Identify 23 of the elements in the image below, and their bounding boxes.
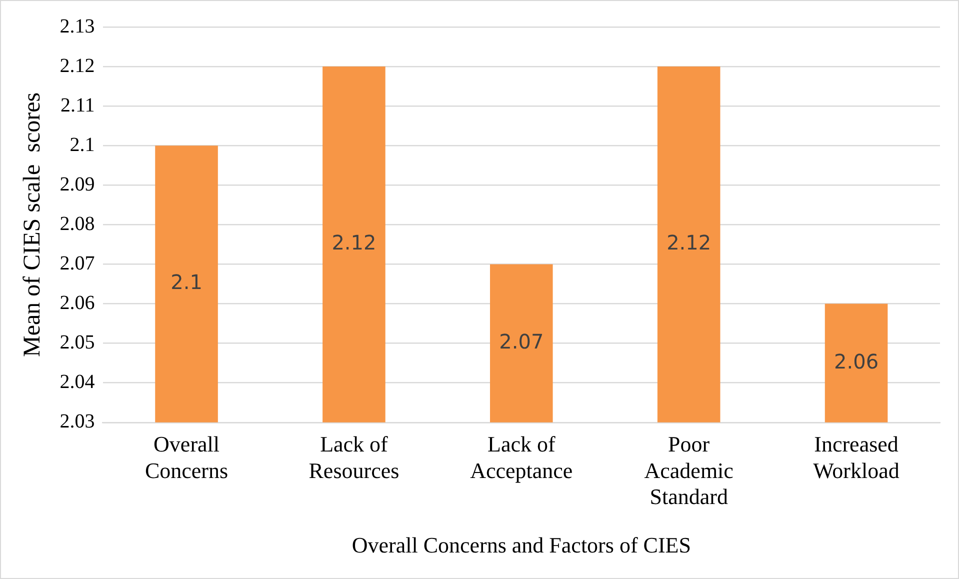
x-axis-title: Overall Concerns and Factors of CIES xyxy=(352,532,691,558)
y-axis-title: Mean of CIES scale scores xyxy=(20,92,46,357)
x-tick-label: Overall Concerns xyxy=(144,431,228,483)
data-label: 2.07 xyxy=(499,330,544,354)
y-tick-label: 2.07 xyxy=(60,252,95,274)
y-tick-label: 2.12 xyxy=(60,54,95,77)
y-tick-label: 2.03 xyxy=(60,410,95,433)
y-tick-label: 2.13 xyxy=(60,15,95,38)
data-label: 2.06 xyxy=(834,349,879,374)
y-tick-label: 2.11 xyxy=(60,94,95,116)
x-tick-label: Poor Academic Standard xyxy=(644,431,734,510)
data-label: 2.12 xyxy=(332,230,376,255)
y-tick-label: 2.1 xyxy=(70,134,95,156)
y-tick-label: 2.06 xyxy=(60,292,95,314)
y-tick-label: 2.08 xyxy=(60,212,95,235)
y-tick-label: 2.09 xyxy=(60,173,95,196)
x-tick-label: Lack of Resources xyxy=(308,431,400,483)
data-label: 2.1 xyxy=(170,270,202,294)
x-tick-label: Lack of Acceptance xyxy=(470,431,573,483)
y-tick-label: 2.04 xyxy=(60,371,95,394)
y-tick-label: 2.05 xyxy=(60,332,95,354)
data-label: 2.12 xyxy=(666,230,712,255)
x-tick-label: Increased Workload xyxy=(813,431,900,483)
